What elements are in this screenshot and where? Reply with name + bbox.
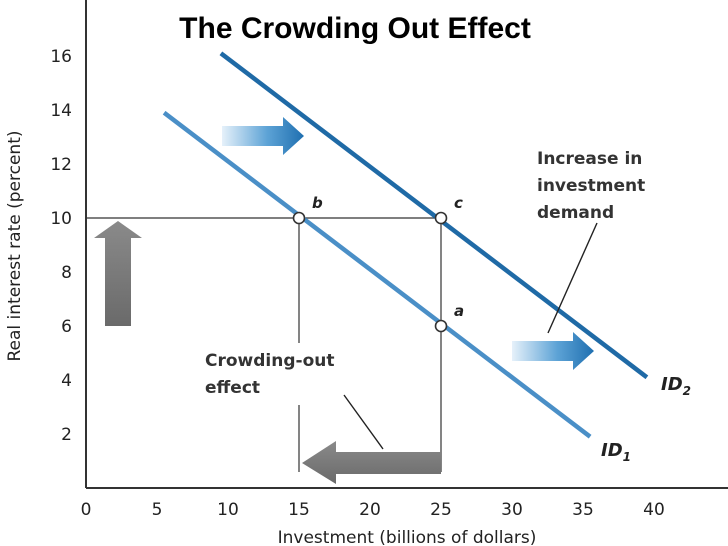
crowding-leader-line bbox=[343, 394, 384, 450]
x-tick-label: 40 bbox=[643, 500, 665, 520]
x-tick-label: 25 bbox=[430, 500, 452, 520]
x-tick-labels: 0 5 10 15 20 25 30 35 40 bbox=[81, 500, 665, 520]
y-tick-label: 16 bbox=[50, 47, 72, 67]
x-tick-label: 35 bbox=[572, 500, 594, 520]
demand-curves bbox=[162, 51, 649, 439]
x-tick-label: 10 bbox=[217, 500, 239, 520]
equilibrium-points: b c a bbox=[292, 194, 464, 333]
y-tick-label: 12 bbox=[50, 155, 72, 175]
y-axis-label: Real interest rate (percent) bbox=[5, 131, 25, 362]
shift-arrow-lower bbox=[512, 332, 594, 370]
axes bbox=[85, 0, 728, 489]
point-label-b: b bbox=[312, 194, 323, 212]
reference-lines bbox=[86, 217, 442, 472]
y-tick-labels: 2 4 6 8 10 12 14 16 bbox=[50, 47, 72, 445]
point-label-a: a bbox=[454, 302, 464, 320]
y-tick-label: 8 bbox=[61, 263, 72, 283]
x-tick-label: 15 bbox=[288, 500, 310, 520]
demand-curve-id2 bbox=[219, 51, 649, 380]
point-a bbox=[434, 319, 448, 333]
increase-annotation: Increase in investment demand bbox=[537, 149, 651, 223]
y-tick-label: 10 bbox=[50, 209, 72, 229]
id1-curve-label: ID1 bbox=[601, 440, 631, 464]
y-tick-label: 14 bbox=[50, 101, 72, 121]
x-tick-label: 30 bbox=[501, 500, 523, 520]
crowding-annotation: Crowding-out effect bbox=[205, 351, 340, 398]
crowding-out-arrow bbox=[302, 441, 441, 484]
interest-rise-arrow bbox=[94, 221, 142, 326]
shift-arrow-upper bbox=[222, 117, 304, 155]
chart-title: The Crowding Out Effect bbox=[179, 12, 531, 45]
point-b bbox=[292, 211, 306, 225]
point-label-c: c bbox=[454, 194, 463, 212]
y-tick-label: 4 bbox=[61, 371, 72, 391]
y-tick-label: 2 bbox=[61, 425, 72, 445]
increase-leader-line bbox=[547, 222, 598, 334]
demand-curve-id1 bbox=[162, 110, 592, 439]
x-tick-label: 0 bbox=[81, 500, 92, 520]
x-tick-label: 20 bbox=[359, 500, 381, 520]
y-tick-label: 6 bbox=[61, 317, 72, 337]
point-c bbox=[434, 211, 448, 225]
id2-curve-label: ID2 bbox=[661, 374, 691, 398]
x-tick-label: 5 bbox=[152, 500, 163, 520]
x-axis-label: Investment (billions of dollars) bbox=[278, 528, 537, 546]
